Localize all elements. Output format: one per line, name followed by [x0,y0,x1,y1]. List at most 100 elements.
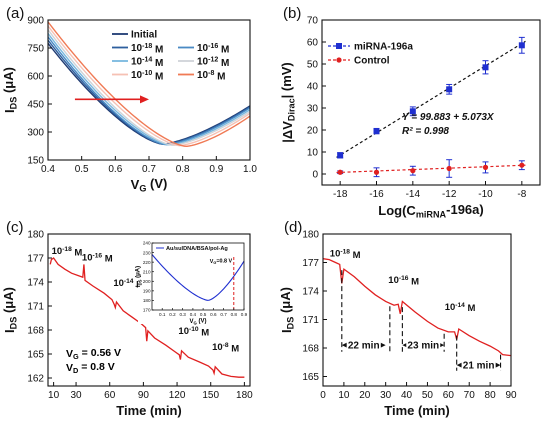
x-tick-label: 40 [401,390,413,401]
x-tick-label: -10 [478,189,493,200]
injection-label: 10-8 M [212,342,239,354]
inset-x-tick-label: 0.8 [231,312,238,317]
y-tick-label: 300 [27,128,44,139]
injection-label: 10-16 M [388,275,419,287]
x-tick-label: 60 [104,390,116,401]
inset-x-tick-label: 0.1 [159,312,166,317]
y-tick-label: 165 [27,350,44,361]
x-tick-label: 20 [359,390,371,401]
plot-frame [322,233,512,387]
inset-marker-label: VG=0.8 V [210,259,233,266]
x-tick-label: -14 [406,189,421,200]
x-tick-label: -16 [369,189,384,200]
inset-y-label: IDS (μA) [135,266,142,287]
interval-label-bg [461,359,496,372]
legend-label: 10-18 M [131,43,163,56]
data-point-square [409,108,416,115]
y-tick-label: 750 [27,44,44,55]
x-tick-label: 120 [169,390,186,401]
y-tick-label: 168 [27,326,44,337]
interval-arrow-head [341,342,347,348]
legend-label: 10-8 M [197,70,225,83]
y-tick-label: 900 [27,16,44,27]
drain-voltage-label: VD = 0.8 V [66,361,115,375]
inset-title: Au/sulDNA/BSA/pol-Ag [166,246,228,252]
panel-label: (b) [283,5,301,22]
x-tick-label: 50 [422,390,434,401]
x-tick-label: 30 [70,390,82,401]
panel-c: (c)10-18 M10-16 M10-14 M10-12 M10-10 M10… [1,219,253,418]
x-axis-label: Log(CmiRNA-196a) [378,202,483,220]
y-tick-label: 30 [307,104,319,115]
interval-arrow-head [380,342,386,348]
inset-y-tick-label: 200 [143,279,151,284]
y-tick-label: 600 [27,72,44,83]
data-point-square [337,152,344,159]
x-tick-label: 0.6 [108,164,122,175]
x-tick-label: 60 [443,390,455,401]
injection-label: 10-14 M [445,302,476,314]
panel-label: (d) [284,219,302,236]
legend-label: 10-12 M [197,56,229,69]
data-point-circle [519,162,525,168]
y-tick-label: 450 [27,100,44,111]
data-point-square [446,86,453,93]
interval-label: 21 min [463,361,495,372]
y-tick-label: 10 [307,148,319,159]
legend-label: 10-10 M [131,70,163,83]
x-axis-label: VG (V) [131,176,168,194]
data-point-circle [337,169,343,175]
inset-x-tick-label: 0.9 [241,312,248,317]
legend-marker [336,57,342,63]
inset-x-tick-label: 0.6 [210,312,217,317]
x-tick-label: 90 [138,390,150,401]
x-axis-label: Time (min) [116,403,182,418]
y-tick-label: 171 [302,315,319,326]
x-tick-label: 90 [505,390,517,401]
fit-r-squared: R² = 0.998 [402,126,449,137]
plot-frame [321,19,541,186]
injection-label: 10-16 M [82,252,113,264]
inset-y-tick-label: 230 [143,250,151,255]
inset-y-tick-label: 180 [143,298,151,303]
series-line-4 [47,29,251,146]
series-line-2 [47,36,251,146]
inset-y-tick-label: 190 [143,289,151,294]
control-fit-line [336,164,526,174]
inset-x-tick-label: 0.4 [190,312,197,317]
x-tick-label: 0.4 [41,164,55,175]
y-tick-label: 70 [307,16,319,27]
inset-y-tick-label: 210 [143,269,151,274]
x-tick-label: 80 [485,390,497,401]
x-tick-label: 10 [48,390,60,401]
y-tick-label: 168 [302,344,319,355]
data-point-square [518,42,525,49]
injection-label: 10-18 M [52,246,83,258]
injection-label: 10-18 M [330,249,361,261]
legend-marker [336,43,342,49]
fit-equation: Y = 99.883 + 5.073X [402,112,495,123]
series-line-3 [47,33,251,146]
data-point-square [373,128,380,135]
plot-frame [47,233,251,387]
y-tick-label: 174 [27,278,44,289]
interval-arrow-head [439,342,445,348]
legend-label: miRNA-196a [354,42,413,53]
interval-label: 22 min [348,341,380,352]
panel-label: (a) [6,5,24,22]
legend-label: 10-14 M [131,56,163,69]
data-point-circle [482,164,489,170]
inset-x-tick-label: 0.3 [179,312,186,317]
x-tick-label: 0.7 [142,164,156,175]
y-tick-label: 171 [27,302,44,313]
x-axis-label: Time (min) [384,403,450,418]
y-tick-label: 60 [307,38,319,49]
y-axis-label: IDS (μA) [1,287,19,333]
y-tick-label: 50 [307,60,319,71]
interval-arrow-head [495,362,501,368]
x-tick-label: 0 [320,390,326,401]
series-line-5 [47,25,251,147]
y-tick-label: 177 [302,258,319,269]
y-tick-label: 162 [27,374,44,385]
